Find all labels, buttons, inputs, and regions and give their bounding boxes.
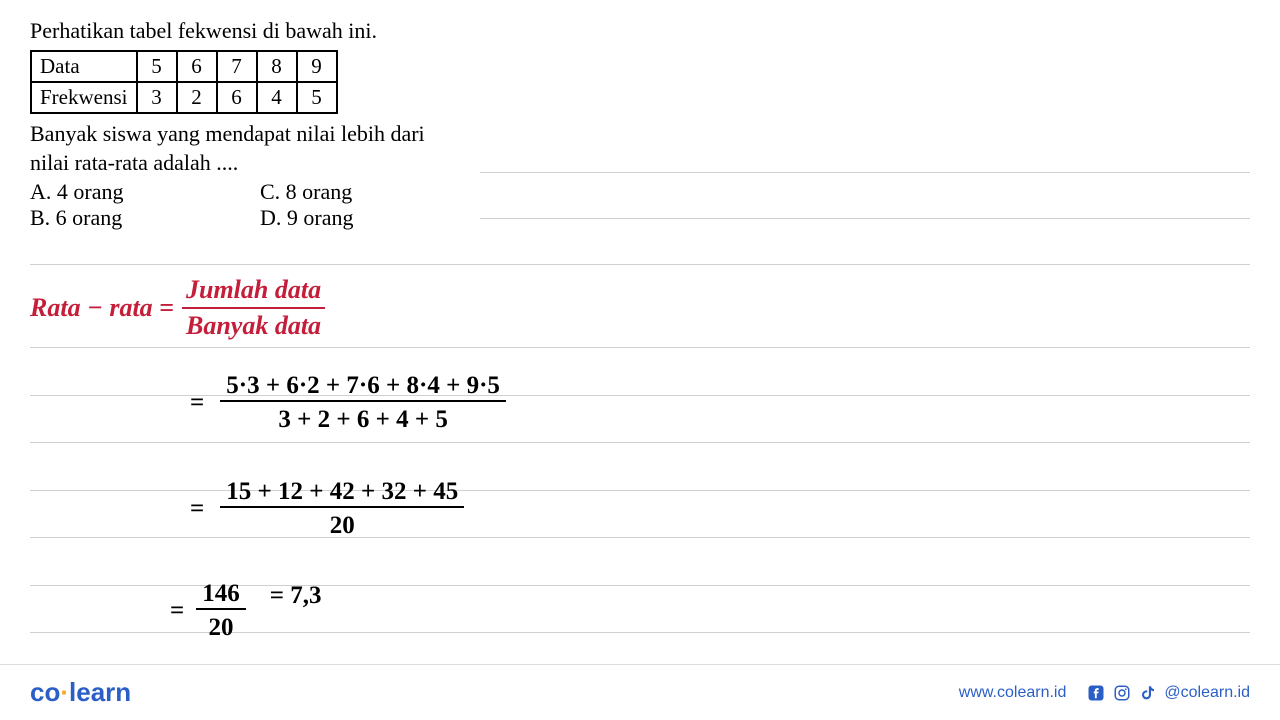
footer-handle: @colearn.id	[1164, 684, 1250, 702]
ruled-line	[30, 264, 1250, 265]
ruled-line	[480, 218, 1250, 219]
table-cell: 6	[217, 82, 257, 113]
answer-options: A. 4 orang B. 6 orang C. 8 orang D. 9 or…	[30, 179, 1250, 231]
formula-denominator: Banyak data	[182, 307, 325, 341]
mean-formula: Rata − rata = Jumlah data Banyak data	[30, 275, 325, 341]
table-cell: 8	[257, 51, 297, 82]
table-row-label: Frekwensi	[31, 82, 137, 113]
calc-denominator: 20	[203, 610, 240, 642]
calc-result: = 7,3	[270, 582, 322, 610]
ruled-line	[30, 347, 1250, 348]
logo-text-co: co	[30, 677, 60, 707]
facebook-icon	[1086, 683, 1106, 703]
frequency-table: Data 5 6 7 8 9 Frekwensi 3 2 6 4 5	[30, 50, 338, 114]
table-cell: 5	[137, 51, 177, 82]
calc-denominator: 20	[324, 508, 361, 540]
footer-url: www.colearn.id	[959, 684, 1067, 702]
brand-logo: co·learn	[30, 677, 131, 708]
ruled-line	[480, 172, 1250, 173]
option-c: C. 8 orang	[260, 179, 490, 205]
table-cell: 7	[217, 51, 257, 82]
social-icon-group: @colearn.id	[1086, 683, 1250, 703]
instagram-icon	[1112, 683, 1132, 703]
footer-bar: co·learn www.colearn.id @colearn.id	[0, 664, 1280, 720]
calc-step-3: = 146 20 = 7,3	[170, 580, 322, 642]
calc-step-1: = 5·3 + 6·2 + 7·6 + 8·4 + 9·5 3 + 2 + 6 …	[190, 372, 506, 434]
table-cell: 3	[137, 82, 177, 113]
formula-lhs: Rata − rata =	[30, 293, 174, 323]
logo-dot-icon: ·	[60, 677, 69, 707]
table-cell: 4	[257, 82, 297, 113]
calc-step-2: = 15 + 12 + 42 + 32 + 45 20	[190, 478, 464, 540]
calc-denominator: 3 + 2 + 6 + 4 + 5	[272, 402, 453, 434]
ruled-line	[30, 442, 1250, 443]
equals-sign: =	[170, 597, 184, 625]
option-d: D. 9 orang	[260, 205, 490, 231]
calc-numerator: 5·3 + 6·2 + 7·6 + 8·4 + 9·5	[220, 372, 506, 402]
equals-sign: =	[190, 389, 204, 417]
question-line: Banyak siswa yang mendapat nilai lebih d…	[30, 120, 1250, 149]
table-cell: 5	[297, 82, 337, 113]
table-cell: 9	[297, 51, 337, 82]
table-row-label: Data	[31, 51, 137, 82]
logo-text-learn: learn	[69, 677, 131, 707]
formula-numerator: Jumlah data	[182, 275, 325, 307]
problem-title: Perhatikan tabel fekwensi di bawah ini.	[30, 18, 1250, 44]
calc-numerator: 15 + 12 + 42 + 32 + 45	[220, 478, 464, 508]
table-cell: 2	[177, 82, 217, 113]
option-a: A. 4 orang	[30, 179, 260, 205]
option-b: B. 6 orang	[30, 205, 260, 231]
table-cell: 6	[177, 51, 217, 82]
equals-sign: =	[190, 495, 204, 523]
tiktok-icon	[1138, 683, 1158, 703]
calc-numerator: 146	[196, 580, 246, 610]
